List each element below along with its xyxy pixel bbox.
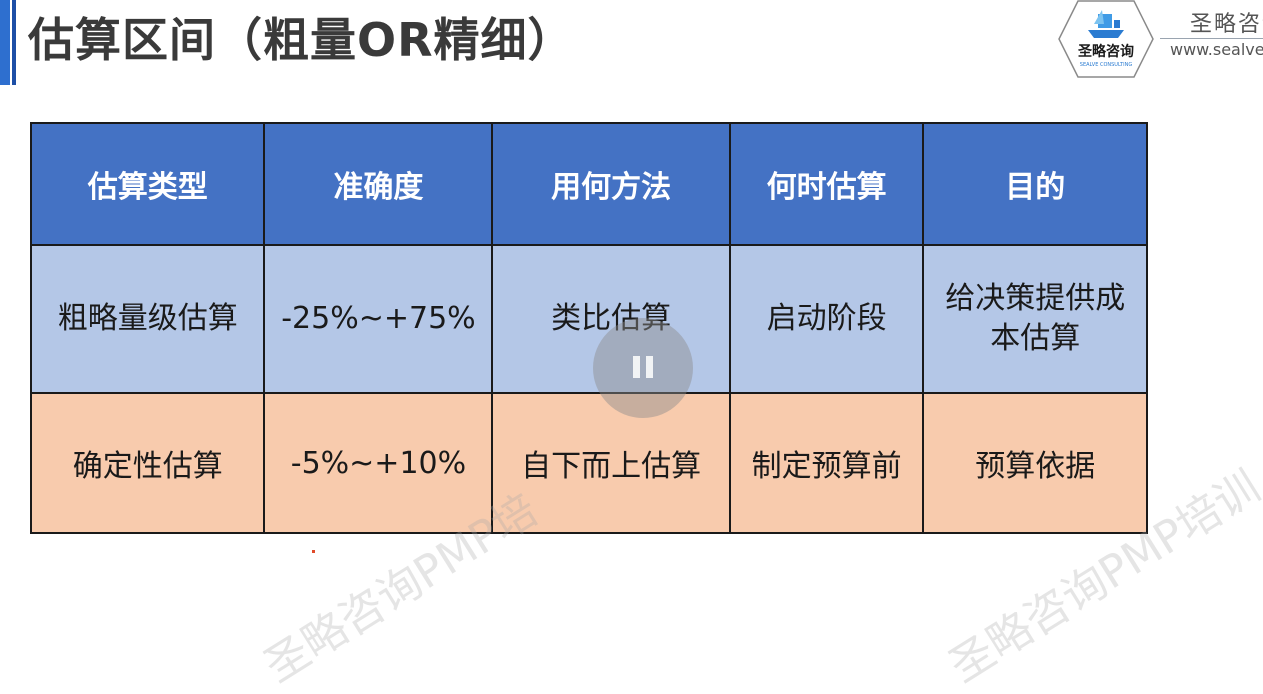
table-header-row: 估算类型 准确度 用何方法 何时估算 目的 bbox=[29, 122, 1148, 246]
title-accent-bar bbox=[0, 0, 10, 85]
header-cell-purpose: 目的 bbox=[922, 122, 1148, 246]
cell-method: 自下而上估算 bbox=[491, 392, 731, 534]
pause-icon-bar-left bbox=[633, 356, 640, 378]
brand-url: www.sealve bbox=[1170, 40, 1263, 59]
header-cell-method: 用何方法 bbox=[491, 122, 731, 246]
logo-subtext: SEALVE CONSULTING bbox=[1080, 62, 1133, 68]
ship-icon bbox=[1088, 10, 1124, 38]
cell-type: 粗略量级估算 bbox=[29, 244, 266, 394]
estimate-table: 估算类型 准确度 用何方法 何时估算 目的 粗略量级估算 -25%~+75% 类… bbox=[29, 122, 1148, 534]
brand-name: 圣略咨询 bbox=[1190, 12, 1263, 37]
cell-accuracy: -25%~+75% bbox=[263, 244, 494, 394]
table-row: 确定性估算 -5%~+10% 自下而上估算 制定预算前 预算依据 bbox=[29, 392, 1148, 534]
cell-type: 确定性估算 bbox=[29, 392, 266, 534]
table-row: 粗略量级估算 -25%~+75% 类比估算 启动阶段 给决策提供成本估算 bbox=[29, 244, 1148, 394]
cell-when: 制定预算前 bbox=[728, 392, 925, 534]
pause-button[interactable] bbox=[593, 318, 693, 418]
cell-purpose: 给决策提供成本估算 bbox=[922, 244, 1148, 394]
sealve-logo: 圣略咨询 SEALVE CONSULTING bbox=[1058, 0, 1154, 78]
header-cell-accuracy: 准确度 bbox=[263, 122, 494, 246]
cell-purpose: 预算依据 bbox=[922, 392, 1148, 534]
header-cell-when: 何时估算 bbox=[728, 122, 925, 246]
title-accent-bar-inner bbox=[12, 0, 16, 85]
cell-method: 类比估算 bbox=[491, 244, 731, 394]
pause-icon-bar-right bbox=[646, 356, 653, 378]
slide-title: 估算区间（粗量OR精细） bbox=[28, 13, 575, 67]
brand-divider bbox=[1160, 38, 1263, 39]
logo-text: 圣略咨询 bbox=[1077, 43, 1134, 60]
cell-when: 启动阶段 bbox=[728, 244, 925, 394]
header-cell-type: 估算类型 bbox=[29, 122, 266, 246]
cell-accuracy: -5%~+10% bbox=[263, 392, 494, 534]
stray-dot bbox=[312, 550, 315, 553]
